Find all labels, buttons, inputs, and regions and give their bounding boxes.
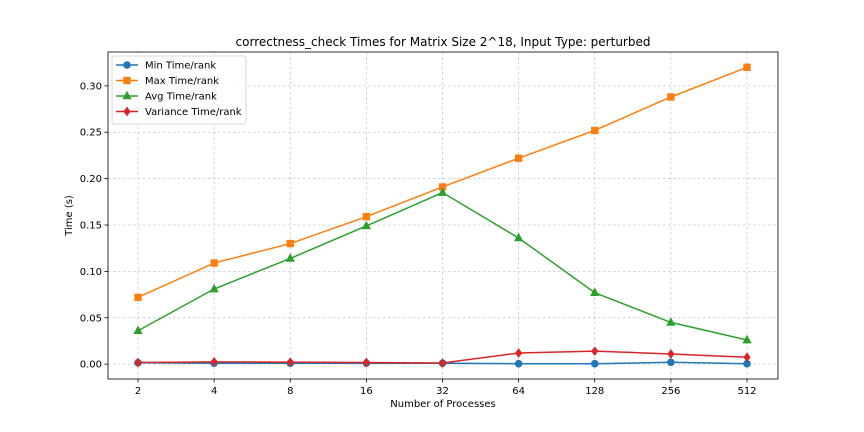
data-point [286, 239, 294, 248]
data-point [590, 359, 599, 368]
data-point [362, 212, 371, 221]
legend-item: Max Time/rank [116, 76, 219, 87]
data-point [209, 283, 219, 293]
legend-frame [111, 55, 247, 125]
data-point [361, 220, 372, 230]
x-tick-label: 128 [585, 386, 604, 397]
data-point [515, 348, 523, 358]
x-tick-label: 32 [436, 386, 449, 397]
series-variance-time-rank [134, 346, 751, 368]
x-axis-label: Number of Processes [390, 399, 495, 410]
data-point [134, 293, 142, 302]
data-point [133, 325, 143, 335]
x-tick-label: 64 [512, 386, 525, 397]
y-tick-label: 0.10 [80, 267, 102, 278]
data-point [514, 359, 523, 368]
x-tick-label: 16 [360, 386, 373, 397]
data-point [667, 358, 675, 367]
legend-label: Min Time/rank [145, 61, 216, 72]
data-point [362, 357, 370, 368]
data-point [513, 232, 524, 242]
y-tick-label: 0.00 [80, 360, 102, 371]
y-axis: 0.00 0.05 0.10 0.15 0.20 0.25 0.30 [80, 81, 108, 371]
y-tick-label: 0.15 [80, 221, 102, 232]
data-point [590, 287, 600, 297]
data-point [667, 349, 675, 359]
legend-marker [123, 106, 131, 117]
series-avg-time-rank [133, 187, 752, 344]
x-tick-label: 8 [287, 386, 293, 397]
legend-item: Min Time/rank [116, 61, 216, 72]
data-point [210, 357, 218, 367]
data-point [514, 154, 523, 162]
legend-label: Avg Time/rank [145, 92, 217, 103]
plot-frame [107, 51, 779, 380]
y-tick-label: 0.20 [80, 174, 102, 185]
series-max-time-rank [134, 63, 751, 302]
series-layer [133, 63, 752, 368]
legend-marker [122, 90, 132, 100]
legend-item: Avg Time/rank [116, 90, 217, 103]
chart-title: correctness_check Times for Matrix Size … [236, 35, 651, 49]
legend-label: Variance Time/rank [145, 107, 242, 118]
y-tick-label: 0.30 [80, 81, 102, 92]
data-point [438, 358, 447, 368]
data-point [285, 253, 295, 262]
data-point [667, 93, 675, 101]
x-tick-label: 4 [211, 386, 217, 397]
data-point [742, 334, 752, 344]
x-tick-label: 2 [135, 386, 141, 397]
data-point [666, 317, 676, 326]
data-point [743, 63, 751, 72]
legend-label: Max Time/rank [145, 76, 219, 87]
y-tick-label: 0.05 [80, 313, 102, 324]
data-point [134, 357, 142, 368]
data-point [591, 126, 599, 135]
x-axis: 2 4 8 16 32 64 128 256 512 [135, 379, 757, 397]
data-point [437, 187, 448, 196]
x-tick-label: 512 [737, 386, 756, 397]
legend-marker [123, 61, 131, 69]
legend-item: Variance Time/rank [116, 106, 242, 118]
data-point [210, 259, 218, 267]
data-point [591, 346, 599, 357]
y-tick-label: 0.25 [80, 128, 102, 139]
legend-marker [123, 76, 131, 85]
legend: Min Time/rank Max Time/rank Avg Time/rank V… [111, 55, 247, 125]
data-point [286, 357, 294, 367]
data-point [743, 352, 751, 363]
y-axis-label: Time (s) [64, 195, 75, 237]
x-tick-label: 256 [661, 386, 680, 397]
